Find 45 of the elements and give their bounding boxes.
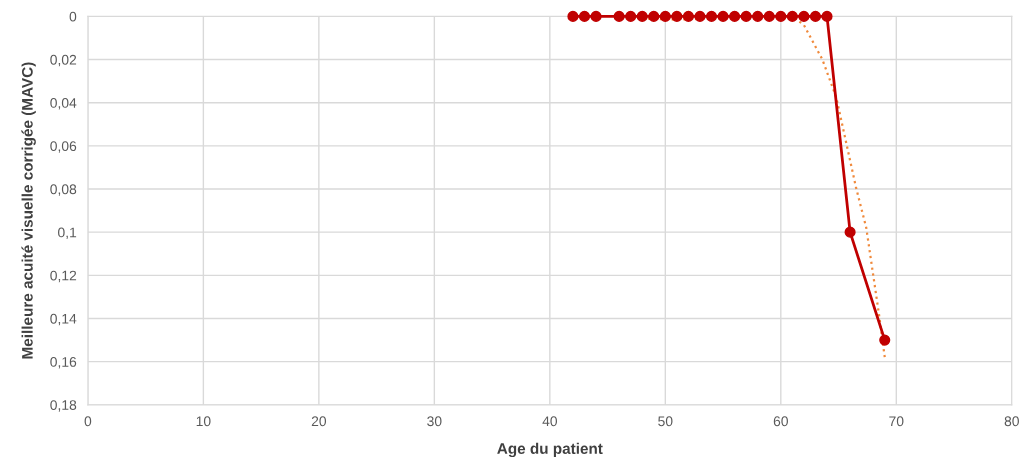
y-tick-label: 0,16: [50, 356, 77, 369]
point: [740, 10, 752, 22]
point: [625, 10, 637, 22]
x-tick-label: 40: [542, 416, 558, 427]
y-tick-label: 0,02: [50, 54, 77, 67]
point: [821, 10, 833, 22]
y-tick-label: 0,18: [50, 400, 77, 412]
point: [567, 10, 579, 22]
point: [636, 10, 648, 22]
x-tick-label: 50: [658, 416, 673, 427]
point: [648, 10, 660, 22]
y-tick-label: 0,04: [50, 98, 77, 110]
y-tick-label: 0,06: [50, 141, 77, 153]
point: [705, 10, 718, 22]
y-tick-label: 0: [69, 11, 77, 22]
point: [613, 10, 625, 22]
point: [590, 10, 602, 22]
point: [844, 226, 856, 238]
y-tick-label: 0,14: [50, 313, 77, 326]
point: [717, 10, 729, 22]
x-axis-title: Age du patient: [497, 442, 603, 458]
point: [775, 10, 787, 22]
x-tick-label: 30: [427, 416, 442, 427]
y-tick-label: 0,12: [50, 270, 77, 283]
point: [578, 10, 591, 22]
x-tick-label: 70: [889, 416, 904, 427]
x-tick-label: 60: [773, 416, 788, 427]
point: [763, 10, 775, 22]
y-axis-title: Meilleure acuité visuelle corrigée (MAVC): [21, 62, 36, 359]
y-tick-label: 0,1: [58, 227, 77, 239]
point: [786, 10, 798, 22]
point: [879, 334, 891, 346]
point: [659, 10, 671, 22]
point: [798, 10, 810, 22]
x-tick-label: 0: [84, 416, 92, 427]
y-tick-label: 0,08: [50, 184, 77, 196]
point: [752, 10, 764, 22]
point: [682, 10, 694, 22]
x-tick-label: 20: [311, 416, 327, 427]
point: [729, 10, 741, 22]
x-tick-label: 80: [1004, 416, 1019, 427]
point: [694, 10, 706, 22]
x-tick-label: 10: [196, 416, 211, 427]
point: [809, 10, 822, 22]
point: [671, 10, 683, 22]
